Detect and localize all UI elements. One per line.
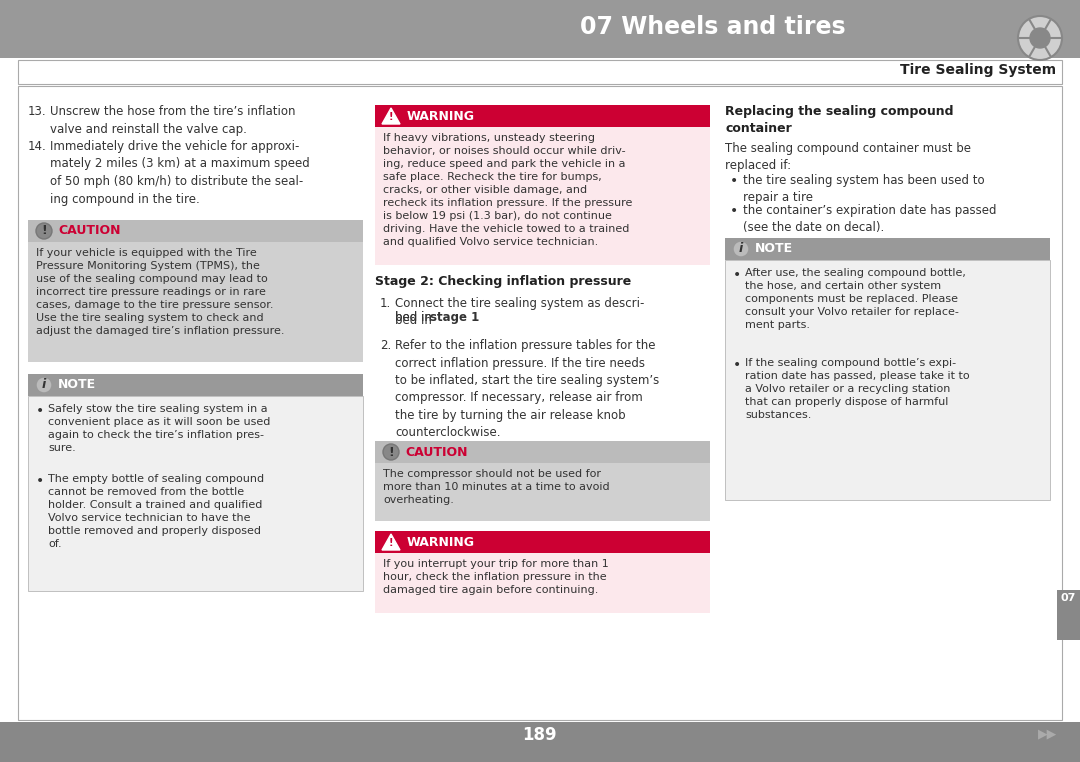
Bar [725,260,1050,500]
Text: Unscrew the hose from the tire’s inflation
valve and reinstall the valve cap.: Unscrew the hose from the tire’s inflati… [50,105,296,136]
Text: The empty bottle of sealing compound
cannot be removed from the bottle
holder. C: The empty bottle of sealing compound can… [48,474,265,549]
Text: !: ! [389,538,393,548]
Circle shape [733,241,750,257]
Text: Tire Sealing System: Tire Sealing System [900,63,1056,77]
Text: •: • [730,204,739,218]
Bar [28,374,363,396]
Text: The compressor should not be used for
more than 10 minutes at a time to avoid
ov: The compressor should not be used for mo… [383,469,609,505]
Text: stage 1: stage 1 [430,311,480,324]
Text: Stage 2: Checking inflation pressure: Stage 2: Checking inflation pressure [375,275,631,288]
Text: 189: 189 [523,726,557,744]
Text: bed in: bed in [395,311,435,324]
Text: WARNING: WARNING [407,536,475,549]
Text: bed in: bed in [395,311,435,324]
Bar [28,396,363,591]
Bar [725,238,1050,260]
Circle shape [1018,16,1062,60]
Circle shape [1030,28,1050,48]
Text: The sealing compound container must be
replaced if:: The sealing compound container must be r… [725,142,971,172]
Text: NOTE: NOTE [58,379,96,392]
Text: CAUTION: CAUTION [405,446,468,459]
Text: If heavy vibrations, unsteady steering
behavior, or noises should occur while dr: If heavy vibrations, unsteady steering b… [383,133,633,248]
Text: If your vehicle is equipped with the Tire
Pressure Monitoring System (TPMS), the: If your vehicle is equipped with the Tir… [36,248,284,336]
Text: 07 Wheels and tires: 07 Wheels and tires [580,15,846,39]
Text: Replacing the sealing compound
container: Replacing the sealing compound container [725,105,954,135]
Text: the tire sealing system has been used to
repair a tire: the tire sealing system has been used to… [743,174,985,204]
Text: Immediately drive the vehicle for approxi-
mately 2 miles (3 km) at a maximum sp: Immediately drive the vehicle for approx… [50,140,310,206]
Text: ▶▶: ▶▶ [1038,727,1057,740]
Text: 13.: 13. [28,105,46,118]
Bar [1057,590,1080,640]
Text: i: i [42,379,46,392]
Polygon shape [382,108,400,124]
Bar [375,105,710,127]
Text: NOTE: NOTE [755,242,793,255]
Bar [28,220,363,242]
Text: •: • [36,404,44,418]
Circle shape [36,377,52,393]
Bar [28,242,363,362]
Bar [0,722,1080,762]
Text: 1.: 1. [380,297,391,310]
Text: •: • [733,358,741,372]
Text: WARNING: WARNING [407,110,475,123]
Text: !: ! [389,112,393,122]
Text: the container’s expiration date has passed
(see the date on decal).: the container’s expiration date has pass… [743,204,997,234]
Text: •: • [730,174,739,188]
Text: CAUTION: CAUTION [58,225,121,238]
Text: !: ! [41,225,46,238]
Text: 07: 07 [1061,593,1076,603]
Text: bed in: bed in [395,311,435,324]
Text: !: ! [388,446,394,459]
Text: Connect the tire sealing system as descri-
bed in: Connect the tire sealing system as descr… [395,297,645,328]
Circle shape [383,444,399,460]
Bar [18,86,1062,720]
Circle shape [36,223,52,239]
Text: i: i [739,242,743,255]
Bar [375,553,710,613]
Text: If the sealing compound bottle’s expi-
ration date has passed, please take it to: If the sealing compound bottle’s expi- r… [745,358,970,420]
Text: Safely stow the tire sealing system in a
convenient place as it will soon be use: Safely stow the tire sealing system in a… [48,404,270,453]
Text: If you interrupt your trip for more than 1
hour, check the inflation pressure in: If you interrupt your trip for more than… [383,559,609,595]
Text: •: • [733,268,741,282]
Polygon shape [382,534,400,550]
Bar [375,463,710,521]
Bar [375,127,710,265]
Text: Refer to the inflation pressure tables for the
correct inflation pressure. If th: Refer to the inflation pressure tables f… [395,339,659,440]
Text: •: • [36,474,44,488]
Bar [18,60,1062,84]
Bar [0,0,1080,58]
Text: 2.: 2. [380,339,391,352]
Bar [375,441,710,463]
Text: 14.: 14. [28,140,46,153]
Bar [375,531,710,553]
Text: After use, the sealing compound bottle,
the hose, and certain other system
compo: After use, the sealing compound bottle, … [745,268,966,330]
